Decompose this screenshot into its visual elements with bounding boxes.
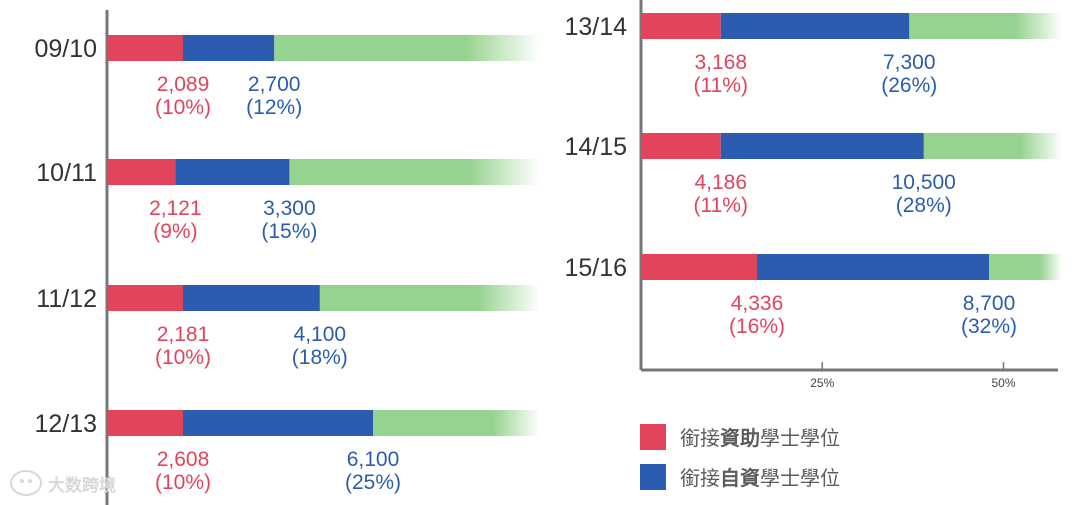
category-label-10-11: 10/11 [36,159,97,187]
percent-label-self-financed-12-13: (25%) [345,471,401,494]
percent-label-self-financed-14-15: (28%) [896,194,952,217]
watermark-logo-icon [10,470,42,496]
percent-label-subsidized-11-12: (10%) [155,346,211,369]
value-label-self-financed-10-11: 3,300 [263,197,316,220]
x-tick-label-50: 50% [991,376,1015,390]
value-label-subsidized-14-15: 4,186 [694,171,747,194]
legend-label-self-financed: 銜接自資學士學位 [680,466,840,490]
bar-subsidized-13-14 [641,13,721,39]
percent-label-self-financed-13-14: (26%) [881,74,937,97]
category-label-12-13: 12/13 [34,410,97,438]
bar-subsidized-09-10 [107,35,183,61]
percent-label-subsidized-13-14: (11%) [694,74,748,97]
value-label-self-financed-14-15: 10,500 [892,171,956,194]
legend-swatch-subsidized [640,423,666,450]
bar-subsidized-15-16 [641,254,757,280]
percent-label-self-financed-11-12: (18%) [292,346,348,369]
bar-self-financed-13-14 [720,13,910,39]
percent-label-subsidized-09-10: (10%) [155,96,211,119]
percent-label-subsidized-10-11: (9%) [153,220,197,243]
value-label-subsidized-12-13: 2,608 [157,448,210,471]
value-label-subsidized-10-11: 2,121 [149,197,202,220]
watermark: 大数跨境 [10,470,116,496]
legend-label-subsidized: 銜接資助學士學位 [680,426,840,450]
bar-other-10-11 [289,159,540,185]
watermark-text: 大数跨境 [48,475,116,496]
bar-subsidized-11-12 [107,285,183,311]
value-label-self-financed-11-12: 4,100 [294,323,347,346]
bar-self-financed-11-12 [183,285,320,311]
percent-label-self-financed-10-11: (15%) [261,220,317,243]
bar-self-financed-12-13 [183,410,373,436]
bar-self-financed-15-16 [757,254,989,280]
value-label-subsidized-15-16: 4,336 [731,292,784,315]
bar-other-15-16 [989,254,1062,280]
bar-self-financed-09-10 [183,35,275,61]
percent-label-self-financed-15-16: (32%) [961,315,1017,338]
category-label-14-15: 14/15 [564,133,627,161]
bar-other-12-13 [373,410,540,436]
bar-subsidized-14-15 [641,133,721,159]
value-label-self-financed-15-16: 8,700 [963,292,1016,315]
x-tick-label-25: 25% [810,376,834,390]
category-label-09-10: 09/10 [34,35,97,63]
bar-subsidized-10-11 [107,159,176,185]
percent-label-subsidized-14-15: (11%) [694,194,748,217]
value-label-self-financed-12-13: 6,100 [347,448,400,471]
legend-item-self-financed: 銜接自資學士學位 [640,462,840,491]
bar-subsidized-12-13 [107,410,183,436]
value-label-self-financed-13-14: 7,300 [883,51,936,74]
bar-other-13-14 [909,13,1062,39]
value-label-subsidized-11-12: 2,181 [157,323,210,346]
bar-self-financed-14-15 [720,133,924,159]
bar-other-14-15 [923,133,1062,159]
legend-item-subsidized: 銜接資助學士學位 [640,422,840,451]
bar-other-09-10 [274,35,540,61]
percent-label-self-financed-09-10: (12%) [246,96,302,119]
legend-swatch-self-financed [640,463,666,490]
percent-label-subsidized-15-16: (16%) [729,315,785,338]
percent-label-subsidized-12-13: (10%) [155,471,211,494]
category-label-11-12: 11/12 [36,285,97,313]
value-label-subsidized-13-14: 3,168 [694,51,747,74]
bar-other-11-12 [319,285,540,311]
value-label-subsidized-09-10: 2,089 [157,73,210,96]
category-label-15-16: 15/16 [564,254,627,282]
bar-self-financed-10-11 [175,159,290,185]
value-label-self-financed-09-10: 2,700 [248,73,301,96]
category-label-13-14: 13/14 [564,13,627,41]
